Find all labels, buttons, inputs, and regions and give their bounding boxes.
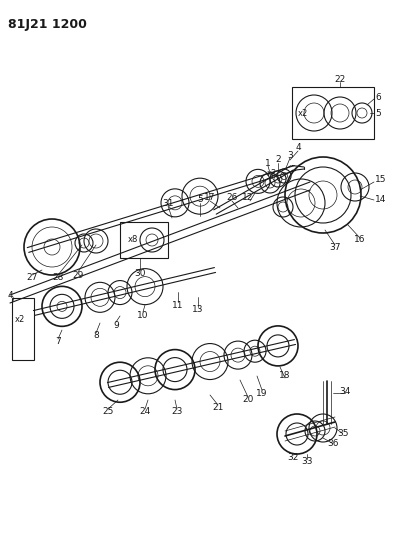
Bar [120,222,168,258]
Text: 24: 24 [140,408,151,416]
Text: 28: 28 [52,273,64,282]
Text: 7: 7 [55,337,61,346]
Text: 23: 23 [171,408,183,416]
Text: 29: 29 [72,271,84,279]
Text: x2: x2 [298,109,308,117]
Text: 2: 2 [275,156,281,165]
Text: 5: 5 [375,109,381,117]
Text: 21: 21 [212,403,224,413]
Text: 12: 12 [242,193,254,203]
Text: 35: 35 [337,430,349,439]
Text: 14: 14 [375,196,386,205]
Text: 25: 25 [102,408,114,416]
Text: 18: 18 [279,370,291,379]
Text: 3: 3 [287,150,293,159]
Text: x2: x2 [15,316,25,325]
Bar [292,87,374,139]
Text: x8: x8 [128,236,138,245]
Text: 26: 26 [226,193,238,203]
Text: 22: 22 [334,75,345,84]
Text: 5: 5 [197,196,203,205]
Text: 16: 16 [354,236,366,245]
Text: 32: 32 [287,454,299,463]
Text: 36: 36 [327,440,339,448]
Text: 30: 30 [134,269,146,278]
Text: x2: x2 [267,169,277,179]
Text: 9: 9 [113,320,119,329]
Text: 81J21 1200: 81J21 1200 [8,18,87,31]
Text: 27: 27 [26,273,38,282]
Text: 34: 34 [339,387,351,397]
Text: 4: 4 [295,143,301,152]
Text: 6: 6 [375,93,381,101]
Bar [12,298,34,360]
Text: 37: 37 [329,244,341,253]
Text: 19: 19 [256,389,268,398]
Text: 10: 10 [137,311,149,319]
Text: 20: 20 [242,395,254,405]
Text: 33: 33 [301,457,313,466]
Text: 15: 15 [375,175,386,184]
Text: 11: 11 [172,301,184,310]
Text: 4: 4 [8,290,14,300]
Text: 17: 17 [204,193,216,203]
Text: 31: 31 [162,198,174,207]
Text: 13: 13 [192,305,204,314]
Text: 8: 8 [93,332,99,341]
Text: 1: 1 [265,158,271,167]
